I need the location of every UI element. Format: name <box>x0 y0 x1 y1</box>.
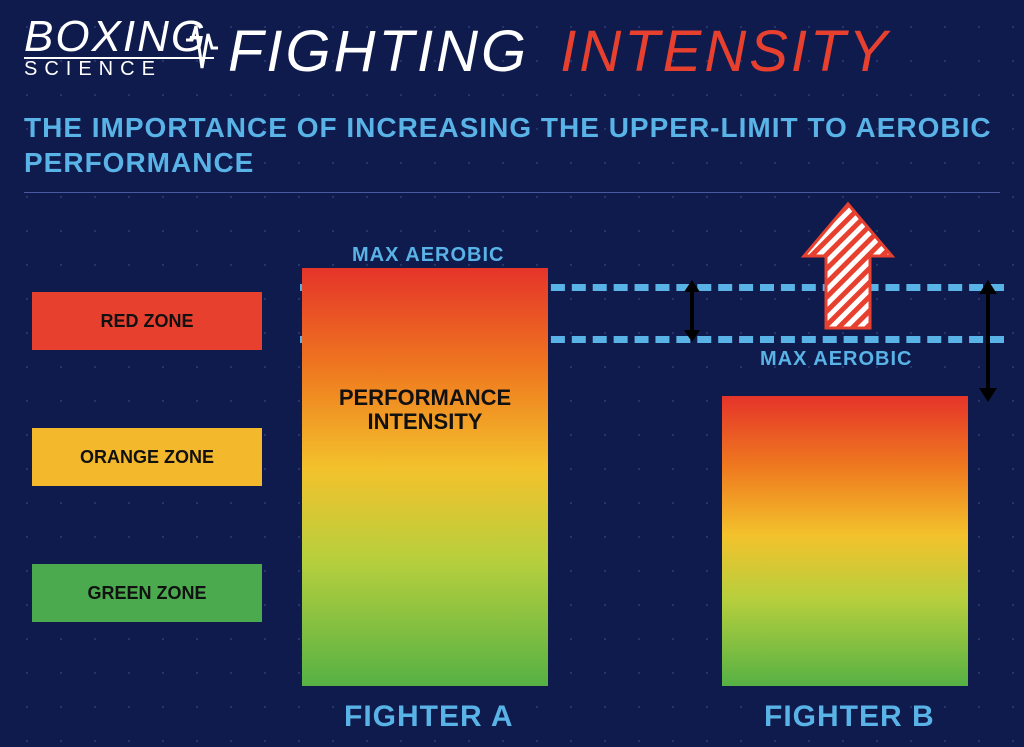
fighter-b-label: FIGHTER B <box>764 700 935 734</box>
zone-green: GREEN ZONE <box>32 564 262 622</box>
logo-heartbeat-icon <box>184 20 220 76</box>
improvement-arrow-icon <box>800 200 896 334</box>
max-aerobic-label-b: MAX AEROBIC <box>760 348 912 371</box>
infographic-canvas: BOXING SCIENCE FIGHTING INTENSITY THE IM… <box>0 0 1024 747</box>
brand-logo: BOXING SCIENCE <box>24 18 214 79</box>
zone-green-label: GREEN ZONE <box>87 583 206 604</box>
perf-intensity-line2: INTENSITY <box>368 409 483 434</box>
zone-orange: ORANGE ZONE <box>32 428 262 486</box>
title-word-1: FIGHTING <box>228 19 529 84</box>
zone-red: RED ZONE <box>32 292 262 350</box>
fighter-b-bar <box>722 396 968 686</box>
section-divider <box>24 192 1000 193</box>
title-word-2: INTENSITY <box>560 19 890 84</box>
gap-arrow-small-icon <box>680 278 704 344</box>
fighter-a-label: FIGHTER A <box>344 700 514 734</box>
zone-red-label: RED ZONE <box>100 311 193 332</box>
fighter-a-bar: PERFORMANCE INTENSITY <box>302 268 548 686</box>
perf-intensity-line1: PERFORMANCE <box>339 385 511 410</box>
gap-arrow-large-icon <box>976 278 1000 404</box>
zone-orange-label: ORANGE ZONE <box>80 447 214 468</box>
subtitle: THE IMPORTANCE OF INCREASING THE UPPER-L… <box>24 110 1000 180</box>
main-title: FIGHTING INTENSITY <box>228 18 1004 85</box>
max-aerobic-label-a: MAX AEROBIC <box>352 244 504 267</box>
performance-intensity-label: PERFORMANCE INTENSITY <box>302 386 548 434</box>
